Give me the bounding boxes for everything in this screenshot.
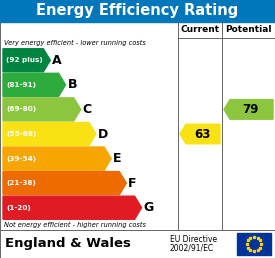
Text: F: F	[128, 177, 137, 190]
Text: England & Wales: England & Wales	[5, 238, 131, 251]
Polygon shape	[3, 49, 50, 72]
Polygon shape	[3, 123, 96, 146]
Bar	[0, 230, 275, 258]
Text: 79: 79	[242, 103, 259, 116]
Text: Current: Current	[180, 26, 219, 35]
Polygon shape	[180, 124, 220, 144]
Bar	[237, 233, 271, 255]
Polygon shape	[3, 172, 127, 195]
Text: (1-20): (1-20)	[6, 205, 31, 211]
Polygon shape	[3, 73, 65, 96]
Text: E: E	[113, 152, 122, 165]
Polygon shape	[3, 98, 81, 121]
Text: A: A	[52, 54, 62, 67]
Polygon shape	[3, 147, 111, 170]
Bar	[0, 0, 275, 22]
Text: (81-91): (81-91)	[6, 82, 36, 88]
Text: (39-54): (39-54)	[6, 156, 36, 162]
Text: (69-80): (69-80)	[6, 107, 36, 112]
Polygon shape	[3, 196, 142, 219]
Text: 63: 63	[194, 127, 210, 141]
Text: (55-68): (55-68)	[6, 131, 36, 137]
Text: C: C	[83, 103, 92, 116]
Text: EU Directive: EU Directive	[170, 236, 217, 245]
Text: Not energy efficient - higher running costs: Not energy efficient - higher running co…	[4, 222, 146, 228]
Polygon shape	[224, 100, 273, 119]
Text: 2002/91/EC: 2002/91/EC	[170, 244, 214, 253]
Text: Energy Efficiency Rating: Energy Efficiency Rating	[36, 4, 239, 19]
Text: B: B	[68, 78, 77, 91]
Text: Very energy efficient - lower running costs: Very energy efficient - lower running co…	[4, 40, 146, 46]
Text: Potential: Potential	[225, 26, 272, 35]
Text: G: G	[144, 201, 154, 214]
Text: D: D	[98, 127, 108, 141]
Bar	[0, 22, 275, 230]
Text: (21-38): (21-38)	[6, 180, 36, 186]
Text: (92 plus): (92 plus)	[6, 57, 43, 63]
